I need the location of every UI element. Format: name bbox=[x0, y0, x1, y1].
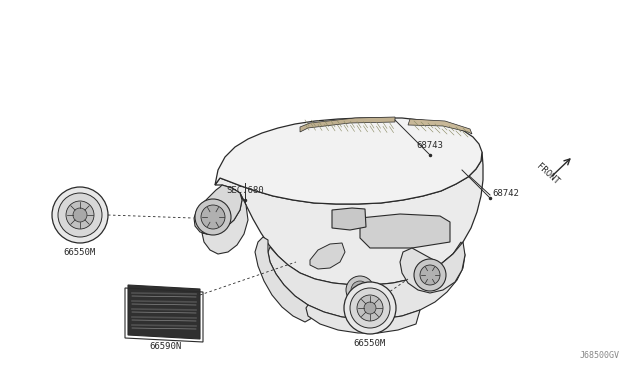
Text: 68742: 68742 bbox=[492, 189, 519, 198]
Polygon shape bbox=[202, 193, 248, 254]
Circle shape bbox=[344, 282, 396, 334]
Circle shape bbox=[201, 205, 225, 229]
Text: 66590N: 66590N bbox=[149, 342, 181, 351]
Polygon shape bbox=[268, 242, 465, 319]
Circle shape bbox=[73, 208, 87, 222]
Text: FRONT: FRONT bbox=[535, 162, 561, 186]
Circle shape bbox=[420, 265, 440, 285]
Polygon shape bbox=[255, 237, 312, 322]
Polygon shape bbox=[215, 118, 482, 204]
Circle shape bbox=[66, 201, 94, 229]
Text: SEC.680: SEC.680 bbox=[226, 186, 264, 195]
Polygon shape bbox=[215, 152, 483, 285]
Polygon shape bbox=[300, 117, 395, 132]
Circle shape bbox=[357, 295, 383, 321]
Circle shape bbox=[364, 302, 376, 314]
Polygon shape bbox=[310, 243, 345, 269]
Polygon shape bbox=[194, 185, 242, 234]
Circle shape bbox=[414, 259, 446, 291]
Polygon shape bbox=[128, 285, 200, 339]
Text: J68500GV: J68500GV bbox=[580, 352, 620, 360]
Polygon shape bbox=[306, 305, 420, 333]
Circle shape bbox=[351, 281, 369, 299]
Circle shape bbox=[350, 288, 390, 328]
Text: 68743: 68743 bbox=[417, 141, 444, 150]
Polygon shape bbox=[360, 214, 450, 248]
Polygon shape bbox=[400, 242, 465, 293]
Polygon shape bbox=[332, 208, 366, 230]
Polygon shape bbox=[408, 119, 472, 134]
Circle shape bbox=[52, 187, 108, 243]
Circle shape bbox=[195, 199, 231, 235]
Text: 66550M: 66550M bbox=[64, 248, 96, 257]
Circle shape bbox=[346, 276, 374, 304]
Circle shape bbox=[58, 193, 102, 237]
Text: 66550M: 66550M bbox=[354, 339, 386, 348]
